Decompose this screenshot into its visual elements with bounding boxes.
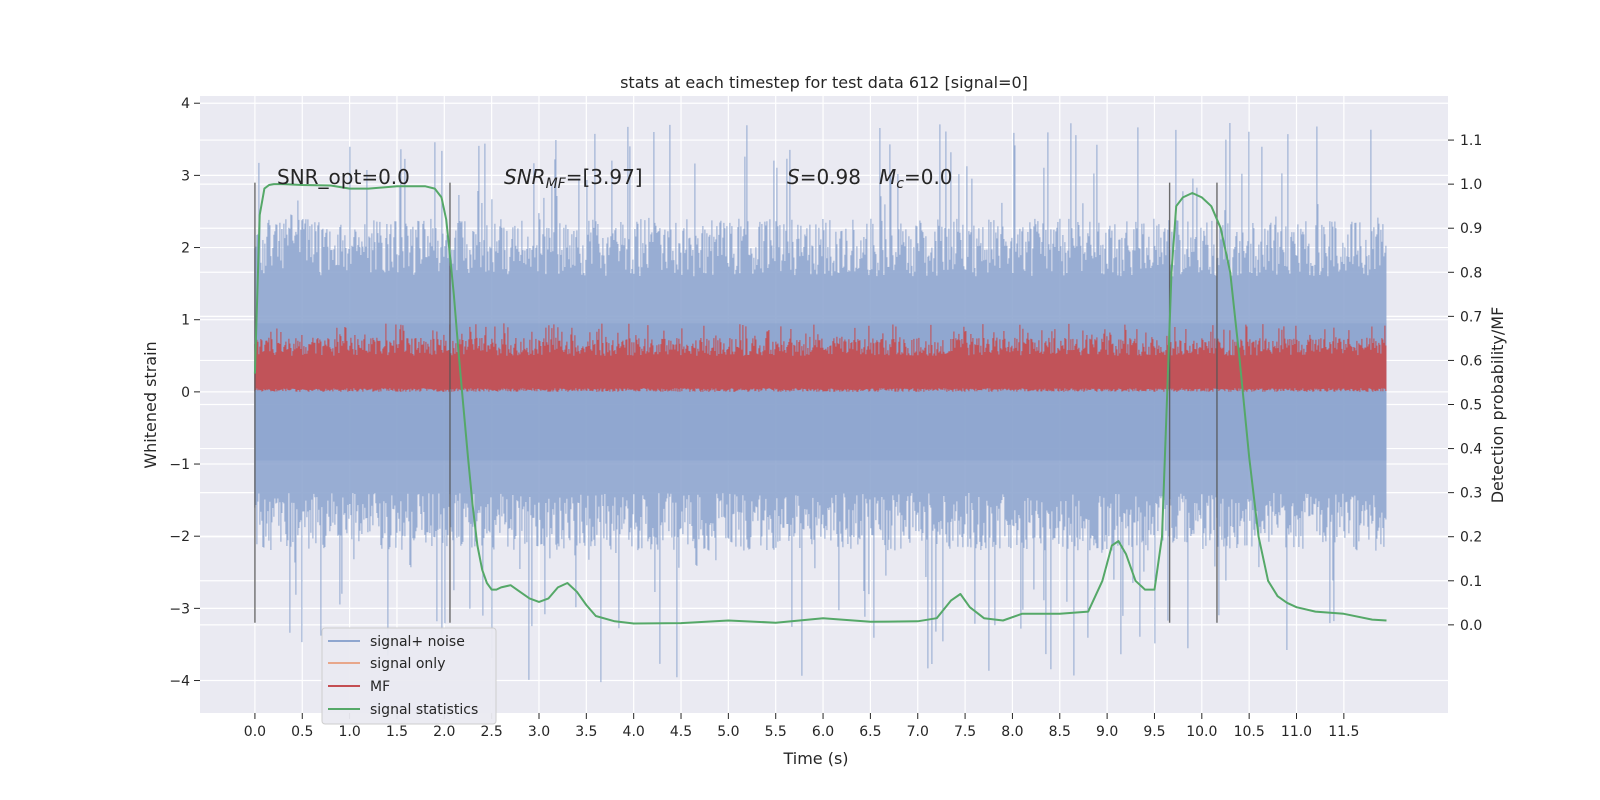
y2-axis-label: Detection probability/MF	[1488, 307, 1507, 504]
mc-value: =0.0	[904, 165, 953, 189]
snr-opt-annotation: SNR_opt=0.0	[277, 165, 410, 189]
x-tick-label-0: 0.0	[244, 724, 266, 740]
y-tick-label-5: 1	[181, 313, 190, 329]
y2-tick-label-3: 0.3	[1460, 486, 1482, 502]
mc-symbol: M	[879, 165, 896, 189]
legend: signal+ noise signal only MF signal stat…	[321, 627, 497, 725]
x-tick-label-17: 8.5	[1049, 724, 1071, 740]
legend-box	[321, 627, 497, 725]
x-tick-label-19: 9.5	[1143, 724, 1165, 740]
y2-tick-label-5: 0.5	[1460, 398, 1482, 414]
y2-tick-label-9: 0.9	[1460, 221, 1482, 237]
y2-tick-label-10: 1.0	[1460, 177, 1482, 193]
legend-label-signal-noise: signal+ noise	[370, 634, 465, 650]
x-tick-label-13: 6.5	[859, 724, 881, 740]
y2-tick-label-4: 0.4	[1460, 442, 1482, 458]
x-tick-label-23: 11.5	[1328, 724, 1359, 740]
x-tick-label-7: 3.5	[575, 724, 597, 740]
y2-tick-label-0: 0.0	[1460, 618, 1482, 634]
signal-statistics-series	[253, 183, 1387, 625]
x-axis-ticks: 0.0 0.5 1.0 1.5 2.0 2.5 3.0 3.5 4.0 4.5 5.0 5.5 6.0 6…	[244, 713, 1359, 740]
y-tick-label-4: 0	[181, 385, 190, 401]
x-tick-label-5: 2.5	[481, 724, 503, 740]
y2-tick-label-11: 1.1	[1460, 133, 1482, 149]
y-tick-label-7: 3	[181, 168, 190, 184]
x-tick-label-12: 6.0	[812, 724, 834, 740]
y2-tick-label-1: 0.1	[1460, 574, 1482, 590]
chart-title: stats at each timestep for test data 612…	[620, 73, 1028, 92]
x-tick-label-10: 5.0	[717, 724, 739, 740]
y2-tick-label-8: 0.8	[1460, 265, 1482, 281]
x-tick-label-20: 10.0	[1186, 724, 1217, 740]
x-tick-label-16: 8.0	[1001, 724, 1023, 740]
y2-tick-label-6: 0.6	[1460, 353, 1482, 369]
x-tick-label-4: 2.0	[433, 724, 455, 740]
snr-mf-base: SNR	[504, 165, 546, 189]
y-tick-label-1: −3	[169, 601, 190, 617]
x-axis-label: Time (s)	[782, 749, 848, 768]
x-tick-label-8: 4.0	[623, 724, 645, 740]
mc-sub: c	[896, 176, 904, 192]
x-tick-label-15: 7.5	[954, 724, 976, 740]
x-tick-label-1: 0.5	[291, 724, 313, 740]
snr-mf-annotation: SNRMF=[3.97]	[504, 165, 643, 192]
y-tick-label-6: 2	[181, 241, 190, 257]
x-tick-label-11: 5.5	[765, 724, 787, 740]
x-tick-label-22: 11.0	[1281, 724, 1312, 740]
x-tick-label-2: 1.0	[338, 724, 360, 740]
s-value: =0.98	[800, 165, 861, 189]
legend-label-signal-statistics: signal statistics	[370, 702, 478, 718]
left-axis-ticks: −4 −3 −2 −1 0 1 2 3 4	[169, 96, 200, 690]
x-tick-label-9: 4.5	[670, 724, 692, 740]
snr-mf-sub: MF	[546, 176, 567, 192]
y2-tick-label-7: 0.7	[1460, 309, 1482, 325]
snr-mf-value: =[3.97]	[566, 165, 643, 189]
y-tick-label-0: −4	[169, 674, 190, 690]
x-tick-label-21: 10.5	[1234, 724, 1265, 740]
y2-tick-label-2: 0.2	[1460, 530, 1482, 546]
right-axis-ticks: 0.0 0.1 0.2 0.3 0.4 0.5 0.6 0.7 0.8 0.9 1.0 1.1	[1448, 133, 1482, 634]
x-tick-label-18: 9.0	[1096, 724, 1118, 740]
s-symbol: S	[787, 165, 800, 189]
y-tick-label-8: 4	[181, 96, 190, 112]
legend-label-mf: MF	[370, 679, 390, 695]
x-tick-label-3: 1.5	[386, 724, 408, 740]
x-tick-label-14: 7.0	[907, 724, 929, 740]
y-tick-label-3: −1	[169, 457, 190, 473]
y-tick-label-2: −2	[169, 529, 190, 545]
y-axis-label: Whitened strain	[141, 341, 160, 468]
signal-statistics-line	[253, 183, 1387, 625]
x-tick-label-6: 3.0	[528, 724, 550, 740]
legend-label-signal-only: signal only	[370, 656, 445, 672]
s-mc-annotation: S=0.98 Mc=0.0	[787, 165, 953, 192]
